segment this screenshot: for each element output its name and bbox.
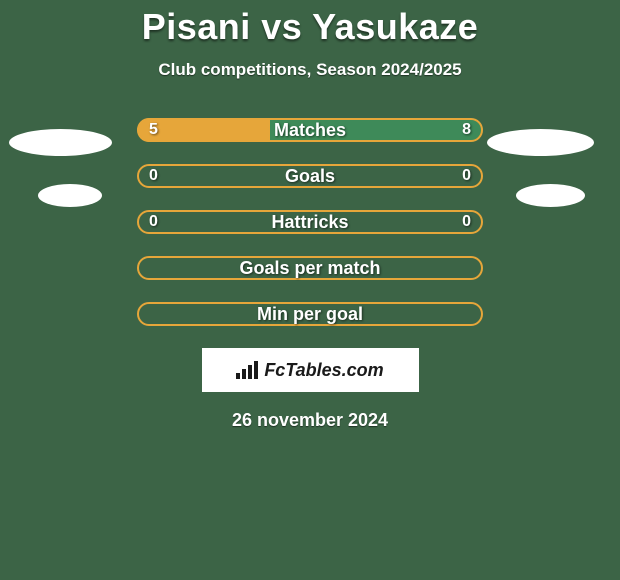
comparison-card: Pisani vs Yasukaze Club competitions, Se… [0,6,620,431]
stat-value-left: 0 [149,210,158,234]
stat-value-left: 5 [149,118,158,142]
stat-row: Goals00 [137,164,483,188]
stat-row: Matches58 [137,118,483,142]
team-badge-placeholder-3 [516,184,585,207]
stat-row: Min per goal [137,302,483,326]
stat-row-fill [137,210,483,234]
team-badge-placeholder-0 [9,129,112,156]
snapshot-date: 26 november 2024 [0,410,620,431]
page-title: Pisani vs Yasukaze [0,6,620,48]
bars-icon [236,361,258,379]
team-badge-placeholder-2 [38,184,102,207]
stat-row-fill [137,256,483,280]
stat-value-right: 0 [462,164,471,188]
stat-row-fill [137,302,483,326]
stat-value-left: 0 [149,164,158,188]
stat-value-right: 8 [462,118,471,142]
stat-fill-right [270,118,483,142]
stat-row-fill [137,164,483,188]
stat-row-fill [137,118,483,142]
stat-value-right: 0 [462,210,471,234]
team-badge-placeholder-1 [487,129,594,156]
fctables-logo: FcTables.com [202,348,419,392]
subtitle: Club competitions, Season 2024/2025 [0,60,620,80]
fctables-logo-text: FcTables.com [264,360,383,381]
stat-row: Hattricks00 [137,210,483,234]
stat-row: Goals per match [137,256,483,280]
